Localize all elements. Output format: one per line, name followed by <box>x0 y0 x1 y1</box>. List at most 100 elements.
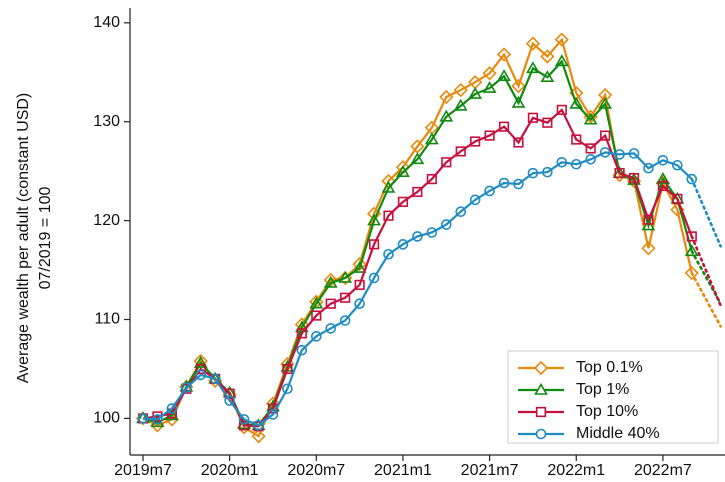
point <box>323 275 338 288</box>
point <box>599 147 611 158</box>
point <box>571 134 582 145</box>
point <box>294 320 309 333</box>
point <box>583 112 598 125</box>
point <box>354 298 365 309</box>
y-tick-label: 110 <box>94 311 120 328</box>
point <box>453 82 468 98</box>
point <box>513 178 524 190</box>
point <box>614 149 625 160</box>
point <box>325 298 336 309</box>
point <box>535 428 547 440</box>
point <box>282 363 293 375</box>
x-tick-label: 2020m1 <box>201 462 259 479</box>
point <box>570 158 582 170</box>
point <box>598 87 613 103</box>
x-tick-label: 2021m7 <box>461 462 519 479</box>
point <box>657 180 669 192</box>
point <box>282 383 293 395</box>
point <box>468 86 483 99</box>
point <box>368 272 380 284</box>
legend-label: Top 0.1% <box>576 359 643 376</box>
point <box>484 130 495 141</box>
point <box>238 420 250 431</box>
point <box>338 270 353 283</box>
point <box>339 315 351 326</box>
y-tick-label: 100 <box>93 410 120 427</box>
point <box>469 194 481 206</box>
point <box>556 156 568 168</box>
point <box>672 159 683 171</box>
point <box>150 415 165 428</box>
y-tick-label: 120 <box>93 212 120 229</box>
point <box>533 360 549 376</box>
point <box>556 104 567 115</box>
point <box>354 279 365 291</box>
point <box>412 231 423 242</box>
point <box>628 172 640 184</box>
point <box>195 369 207 381</box>
point <box>627 172 641 185</box>
point <box>482 81 497 93</box>
point <box>470 136 481 147</box>
point <box>424 132 439 145</box>
point <box>323 272 338 288</box>
point <box>352 257 367 272</box>
point <box>498 121 510 132</box>
point <box>137 413 149 424</box>
point <box>511 95 526 108</box>
series-line-dotted <box>690 249 722 305</box>
x-tick-label: 2022m7 <box>634 462 692 479</box>
point <box>441 157 452 168</box>
point <box>166 403 178 414</box>
y-tick-label: 140 <box>93 14 120 31</box>
point <box>686 231 697 242</box>
point <box>657 154 669 166</box>
point <box>195 363 206 375</box>
point <box>656 171 670 184</box>
point <box>397 239 409 250</box>
point <box>296 328 307 339</box>
point <box>439 109 454 122</box>
point <box>686 173 698 185</box>
point <box>426 227 438 238</box>
point <box>684 244 699 257</box>
series-line <box>142 151 693 427</box>
point <box>453 98 468 111</box>
point <box>209 373 221 385</box>
point <box>643 162 654 174</box>
point <box>253 420 264 431</box>
y-axis-title: Average wealth per adult (constant USD) … <box>15 93 54 384</box>
point <box>511 78 526 94</box>
point <box>352 260 367 273</box>
x-tick-label: 2020m7 <box>287 462 345 479</box>
point <box>440 219 452 230</box>
point <box>383 248 394 260</box>
point <box>251 429 266 444</box>
point <box>296 344 308 356</box>
point <box>455 206 467 218</box>
point <box>368 239 380 250</box>
point <box>340 292 351 303</box>
point <box>585 143 596 154</box>
series-line-dotted <box>690 271 722 328</box>
point <box>482 66 497 81</box>
point <box>397 196 409 207</box>
legend-label: Middle 40% <box>576 425 660 442</box>
point <box>527 112 539 123</box>
point <box>381 180 396 193</box>
point <box>598 96 613 109</box>
point <box>267 409 279 420</box>
series-line-dotted <box>690 177 722 248</box>
point <box>309 296 324 309</box>
point <box>455 146 466 157</box>
point <box>641 218 656 231</box>
point <box>540 70 555 83</box>
legend-label: Top 1% <box>576 381 629 398</box>
point <box>525 36 541 51</box>
point <box>412 186 423 198</box>
point <box>526 61 540 74</box>
point <box>152 414 163 425</box>
point <box>600 130 611 141</box>
